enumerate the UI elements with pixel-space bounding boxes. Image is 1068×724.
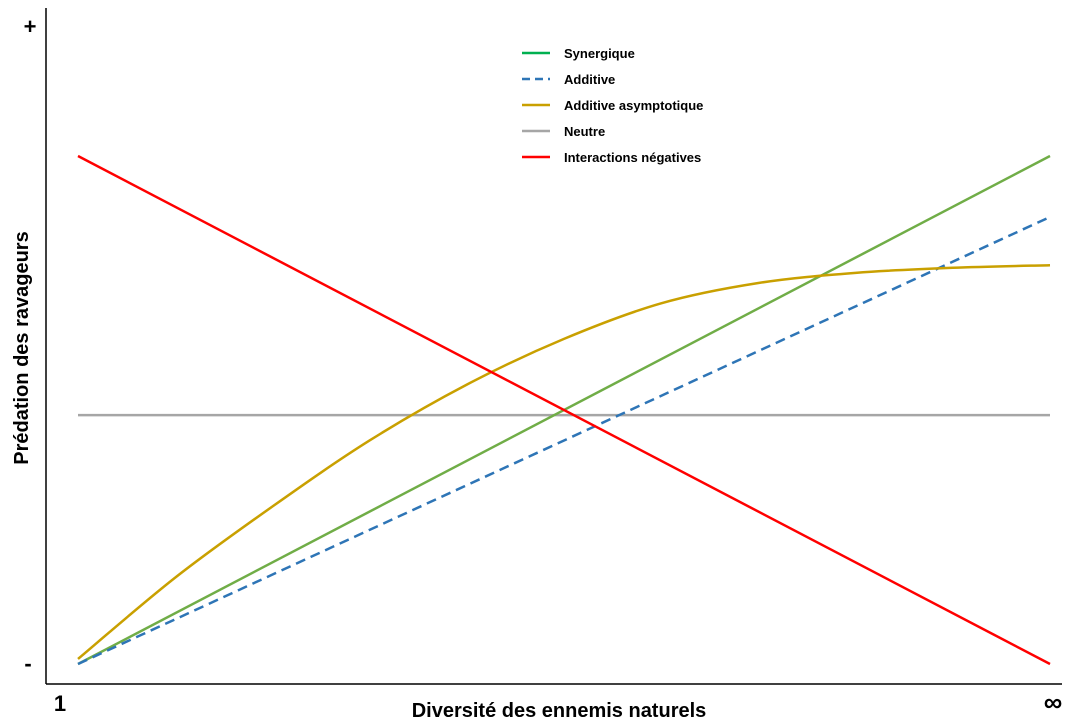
y-tick-min: - [24, 651, 31, 676]
y-tick-max: + [24, 14, 37, 39]
legend-label-synergique: Synergique [564, 46, 635, 61]
x-tick-max: ∞ [1044, 687, 1063, 717]
legend-label-additive-asymptotique: Additive asymptotique [564, 98, 703, 113]
series-line-additive-asymptotique [77, 263, 1051, 660]
series-line-interactions-negatives [77, 154, 1051, 666]
axes [45, 8, 1062, 685]
legend-label-interactions-negatives: Interactions négatives [564, 150, 701, 165]
x-tick-min: 1 [54, 691, 66, 716]
series-line-additive [77, 215, 1051, 666]
series-layer [77, 154, 1051, 666]
y-axis-label: Prédation des ravageurs [11, 231, 33, 464]
x-axis-label: Diversité des ennemis naturels [412, 700, 707, 722]
legend-label-neutre: Neutre [564, 124, 605, 139]
legend: Synergique Additive Additive asymptotique N… [522, 46, 703, 165]
legend-label-additive: Additive [564, 72, 615, 87]
